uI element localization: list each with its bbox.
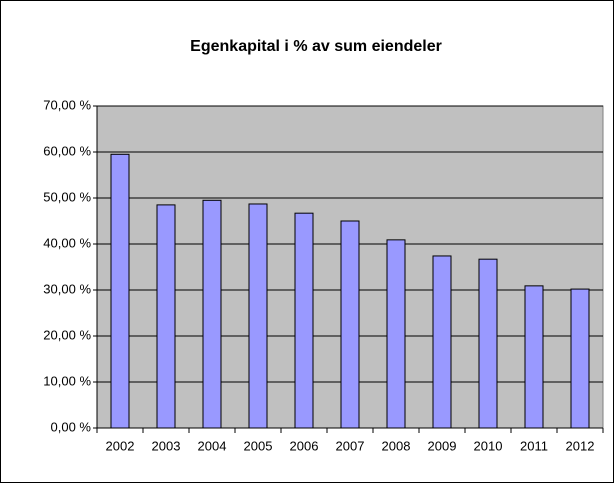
y-tick-label: 60,00 % [43,143,91,158]
bar [248,203,268,429]
y-tick-label: 50,00 % [43,189,91,204]
chart-title: Egenkapital i % av sum eiendeler [190,38,442,55]
y-tick-label: 40,00 % [43,235,91,250]
y-tick-label: 20,00 % [43,327,91,342]
x-tick-label: 2011 [520,438,548,453]
bar [432,255,452,429]
x-tick-label: 2009 [428,438,457,453]
bar [340,220,360,429]
x-tick-label: 2003 [152,438,181,453]
bar [294,212,314,429]
bar [156,204,176,429]
bar [202,199,222,429]
bar [524,285,544,429]
x-tick-label: 2012 [566,438,595,453]
x-tick-label: 2008 [382,438,411,453]
y-tick-label: 10,00 % [43,373,91,388]
bar [478,258,498,429]
y-tick-label: 30,00 % [43,281,91,296]
x-tick-label: 2007 [336,438,365,453]
bar [570,288,590,429]
x-tick-label: 2010 [474,438,503,453]
x-tick-label: 2004 [198,438,227,453]
y-tick-label: 70,00 % [43,97,91,112]
bar [386,239,406,429]
x-tick-label: 2002 [106,438,135,453]
x-tick-label: 2005 [244,438,273,453]
x-tick-label: 2006 [290,438,319,453]
bar [110,153,130,429]
y-tick-label: 0,00 % [51,419,92,434]
